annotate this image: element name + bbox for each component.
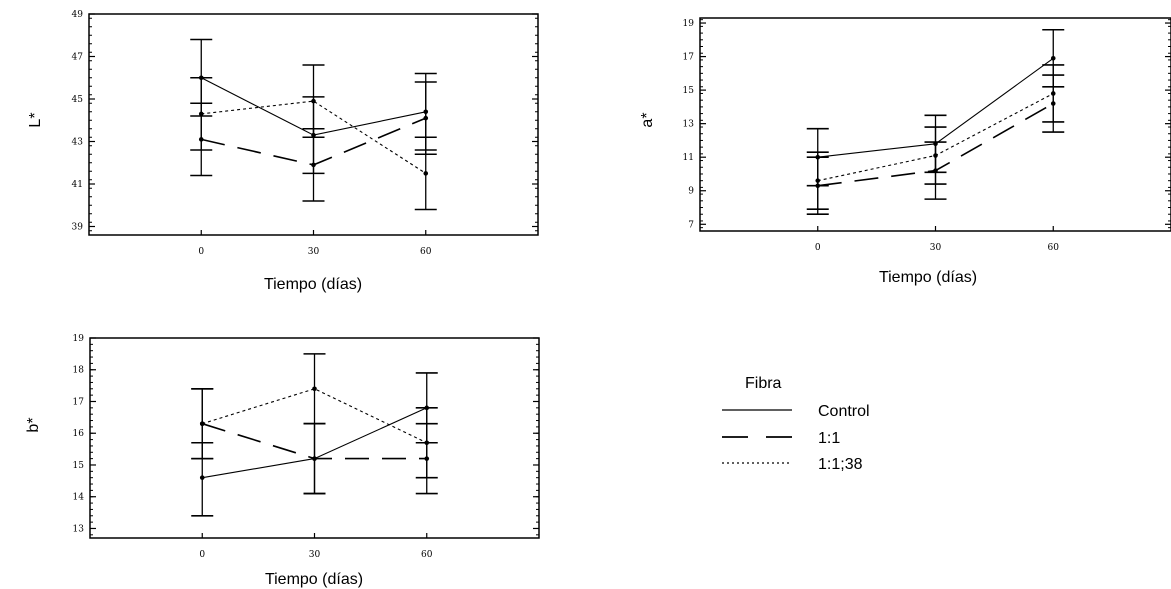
y-tick-label: 43 (72, 138, 84, 148)
data-point (199, 421, 205, 427)
x-tick-label: 0 (198, 247, 204, 257)
y-tick-label: 39 (72, 223, 84, 233)
data-point (815, 178, 821, 183)
x-axis-label: Tiempo (días) (879, 269, 977, 286)
y-tick-label: 19 (73, 334, 85, 344)
data-point (312, 456, 317, 461)
x-tick-label: 30 (930, 243, 942, 253)
y-tick-label: 14 (73, 493, 85, 503)
series-1-1 (190, 81, 437, 202)
y-tick-label: 18 (73, 366, 85, 376)
y-tick-label: 45 (72, 95, 84, 105)
x-axis-label: Tiempo (días) (264, 276, 362, 293)
series-line-1-1-38 (201, 100, 427, 174)
data-point (198, 111, 204, 117)
x-tick-label: 30 (308, 247, 320, 257)
x-tick-label: 60 (421, 550, 433, 560)
data-point (1050, 91, 1056, 96)
x-tick-label: 60 (420, 247, 432, 257)
y-tick-label: 17 (683, 53, 695, 63)
y-tick-label: 15 (683, 86, 695, 96)
legend-label-1-1: 1:1 (818, 430, 840, 447)
legend-item-control: Control (722, 403, 870, 420)
x-tick-label: 0 (815, 243, 821, 253)
legend-label-1-1-38: 1:1;38 (818, 456, 863, 473)
legend-item-1-1: 1:1 (722, 430, 840, 447)
y-tick-label: 16 (73, 429, 85, 439)
data-point (423, 115, 429, 121)
data-point (199, 475, 205, 480)
x-tick-label: 30 (309, 550, 321, 560)
y-axis-label: b* (25, 417, 42, 432)
x-axis-label: Tiempo (días) (265, 571, 363, 588)
series-1-1-38 (191, 353, 438, 479)
chart-panel-1: 39 41 43 45 47 49 0 30 60 Tiempo (días) L* (27, 10, 539, 293)
y-axis-label: a* (639, 112, 656, 127)
y-tick-label: 13 (683, 120, 695, 130)
data-point (423, 171, 429, 176)
legend-label-control: Control (818, 403, 870, 420)
x-tick-label: 0 (199, 550, 205, 560)
legend-title: Fibra (745, 375, 782, 392)
legend-item-1-1-38: 1:1;38 (722, 456, 863, 473)
data-point (933, 153, 938, 158)
series-line-1-1-38 (202, 388, 428, 444)
y-tick-label: 47 (72, 53, 84, 63)
chart-panel-3: 13 14 15 16 17 18 19 0 30 60 Tiempo (días) b* (25, 334, 540, 588)
y-tick-label: 17 (73, 397, 85, 407)
data-point (311, 98, 316, 104)
y-tick-label: 7 (688, 220, 694, 230)
y-axis-label: L* (27, 112, 44, 127)
data-point (424, 440, 430, 446)
y-tick-label: 9 (688, 187, 694, 197)
data-point (311, 162, 316, 168)
legend: Fibra Control 1:1 1:1;38 (722, 375, 870, 473)
series-1-1-38 (190, 64, 437, 211)
y-tick-label: 13 (73, 524, 85, 534)
chart-panel-2: 7 9 11 13 15 17 19 0 30 60 Tiempo (días) a* (639, 17, 1171, 286)
data-point (1050, 55, 1056, 61)
y-tick-label: 49 (72, 10, 84, 20)
y-tick-label: 41 (72, 180, 83, 190)
series-1-1-38 (806, 64, 1065, 210)
y-tick-label: 19 (683, 19, 695, 29)
data-point (312, 386, 317, 392)
y-tick-label: 15 (73, 461, 85, 471)
y-tick-label: 11 (683, 153, 694, 163)
x-tick-label: 60 (1048, 243, 1060, 253)
